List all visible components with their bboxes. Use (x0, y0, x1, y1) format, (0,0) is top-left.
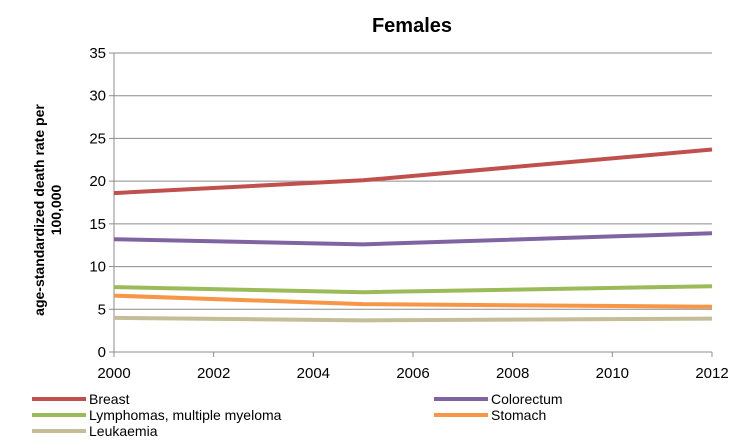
series-lines (113, 147, 713, 323)
x-tick-label: 2006 (396, 365, 429, 382)
legend-label: Lymphomas, multiple myeloma (89, 407, 282, 423)
x-axis-ticks: 2000 2002 2004 2006 2008 2010 2012 (97, 365, 728, 382)
series-line-breast (113, 147, 713, 196)
x-tick-label: 2008 (496, 365, 529, 382)
y-tick-label: 5 (98, 301, 106, 318)
legend-item-colorectum: Colorectum (434, 391, 563, 407)
x-tick-label: 2004 (297, 365, 330, 382)
legend-label: Leukaemia (89, 423, 158, 439)
y-axis-ticks: 0 5 10 15 20 25 30 35 (89, 45, 106, 361)
y-axis-label: age-standardized death rate per 100,000 (31, 104, 64, 316)
y-tick-label: 30 (89, 88, 106, 105)
y-axis-label-line-1: age-standardized death rate per (31, 104, 47, 316)
chart-title: Females (372, 15, 452, 37)
x-tick-label: 2002 (197, 365, 230, 382)
legend-item-breast: Breast (32, 391, 130, 407)
legend-label: Colorectum (491, 391, 563, 407)
x-tick-label: 2000 (97, 365, 130, 382)
x-tick-label: 2012 (695, 365, 728, 382)
axes (109, 52, 713, 357)
legend-item-stomach: Stomach (434, 407, 546, 423)
y-tick-label: 35 (89, 45, 106, 62)
series-line-leukaemia (113, 315, 713, 323)
legend-label: Breast (89, 391, 130, 407)
series-line-stomach (113, 293, 713, 309)
legend-item-leukaemia: Leukaemia (32, 423, 158, 439)
y-tick-label: 10 (89, 259, 106, 276)
x-tick-label: 2010 (596, 365, 629, 382)
y-tick-label: 0 (98, 344, 106, 361)
legend-label: Stomach (491, 407, 546, 423)
legend-item-lymphomas-multiple-myeloma: Lymphomas, multiple myeloma (32, 407, 282, 423)
series-line-lymphomas-multiple-myeloma (113, 284, 713, 295)
y-tick-label: 25 (89, 130, 106, 147)
y-axis-label-line-2: 100,000 (48, 184, 64, 235)
y-tick-label: 15 (89, 216, 106, 233)
gridlines (114, 52, 712, 310)
series-line-colorectum (113, 231, 713, 247)
y-tick-label: 20 (89, 173, 106, 190)
legend: Breast Colorectum Lymphomas, multiple myel… (32, 391, 563, 439)
